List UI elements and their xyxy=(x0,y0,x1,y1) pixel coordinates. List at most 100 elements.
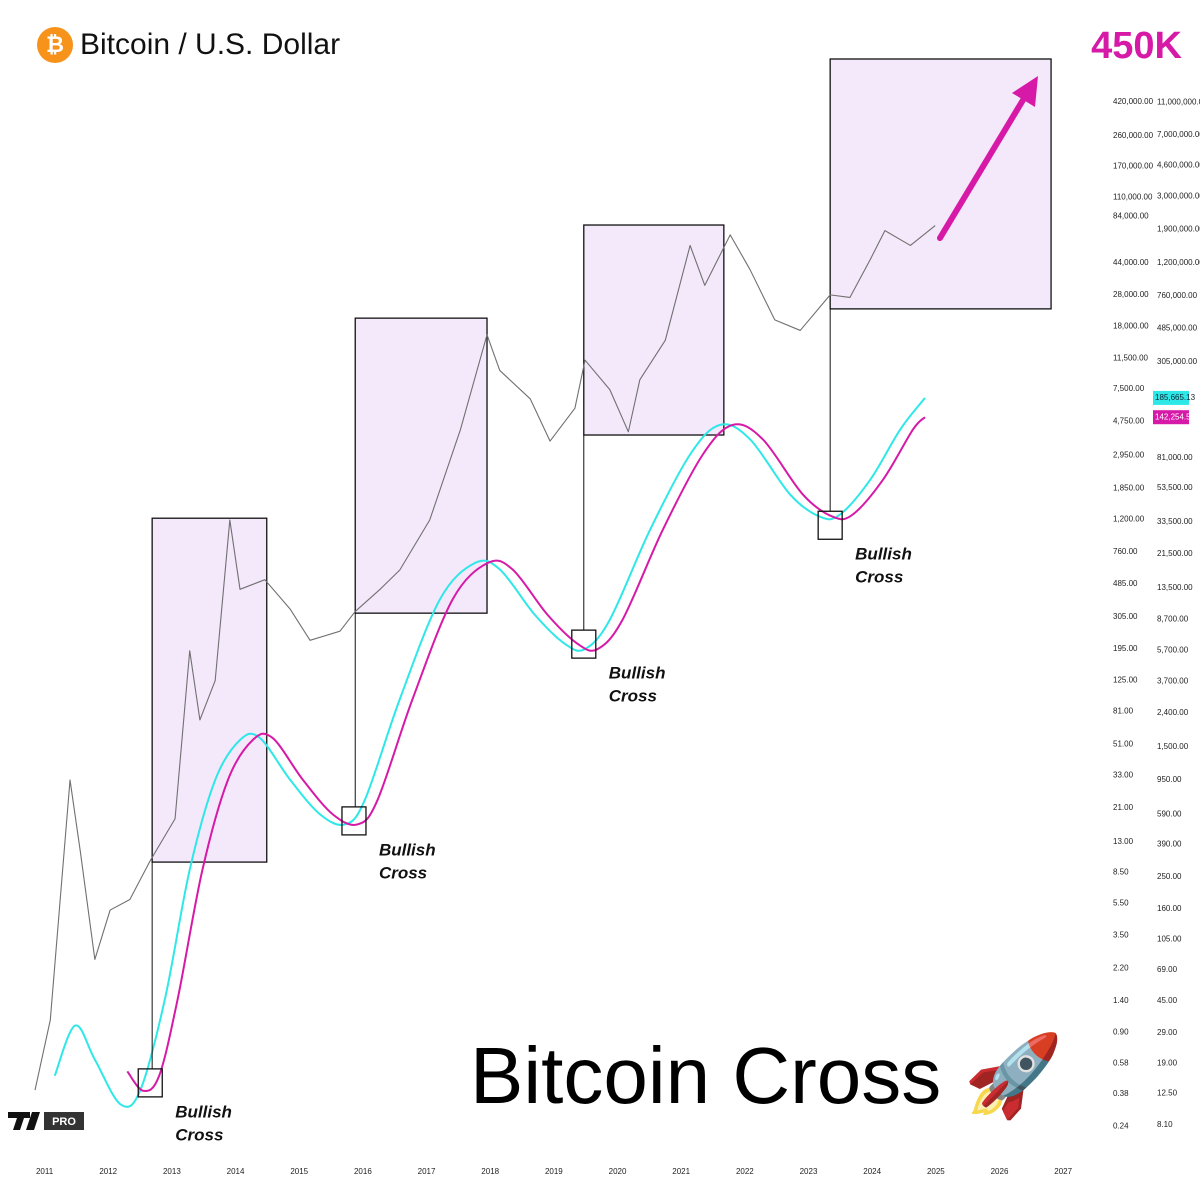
y2-tick-label: 11,000,000.00 xyxy=(1157,97,1200,106)
y2-tick-label: 13,500.00 xyxy=(1157,583,1193,592)
y2-tick-label: 12.50 xyxy=(1157,1089,1178,1098)
last-value-label: 185,665.13 xyxy=(1155,393,1196,402)
y2-tick-label: 69.00 xyxy=(1157,965,1178,974)
y-tick-label: 11,500.00 xyxy=(1113,353,1149,362)
y-tick-label: 4,750.00 xyxy=(1113,416,1145,425)
y-tick-label: 305.00 xyxy=(1113,612,1138,621)
series-line xyxy=(53,397,926,1108)
series-line xyxy=(126,416,926,1092)
y-tick-label: 485.00 xyxy=(1113,579,1138,588)
y-tick-label: 28,000.00 xyxy=(1113,290,1149,299)
y2-tick-label: 53,500.00 xyxy=(1157,483,1193,492)
y-tick-label: 2,950.00 xyxy=(1113,450,1145,459)
last-value-label: 142,254.59 xyxy=(1155,412,1196,421)
last-value-badge xyxy=(1153,410,1189,425)
logo: PRO xyxy=(8,1112,84,1130)
y-tick-label: 0.24 xyxy=(1113,1122,1129,1131)
cross-label: Bullish xyxy=(379,840,436,859)
y-tick-label: 51.00 xyxy=(1113,740,1134,749)
y2-tick-label: 590.00 xyxy=(1157,810,1182,819)
y-tick-label: 110,000.00 xyxy=(1113,192,1153,201)
x-tick-label: 2027 xyxy=(1054,1167,1072,1176)
last-value-badge xyxy=(1153,390,1189,405)
cross-label: Cross xyxy=(379,863,427,882)
logo-badge xyxy=(44,1112,84,1130)
x-tick-label: 2012 xyxy=(99,1167,117,1176)
y-tick-label: 8.50 xyxy=(1113,867,1129,876)
y2-tick-label: 45.00 xyxy=(1157,996,1178,1005)
highlight-box xyxy=(151,517,268,863)
highlight-box xyxy=(583,224,725,436)
cross-label: Bullish xyxy=(855,545,912,564)
x-tick-label: 2017 xyxy=(418,1167,436,1176)
x-tick-label: 2013 xyxy=(163,1167,181,1176)
y-tick-label: 260,000.00 xyxy=(1113,131,1154,140)
y2-tick-label: 33,500.00 xyxy=(1157,517,1193,526)
chart-title: Bitcoin / U.S. Dollar xyxy=(80,28,340,61)
y-tick-label: 33.00 xyxy=(1113,771,1134,780)
x-tick-label: 2018 xyxy=(481,1167,499,1176)
y-tick-label: 420,000.00 xyxy=(1113,97,1154,106)
x-tick-label: 2019 xyxy=(545,1167,563,1176)
x-tick-label: 2022 xyxy=(736,1167,754,1176)
y2-tick-label: 19.00 xyxy=(1157,1058,1178,1067)
target-arrowhead xyxy=(1012,76,1038,107)
series-line xyxy=(34,225,936,1091)
y2-tick-label: 485,000.00 xyxy=(1157,323,1198,332)
plot-area: 420,000.00 260,000.00 170,000.00 110,000.00… xyxy=(34,58,1200,1176)
bitcoin-icon-glyph: ₿ xyxy=(46,32,64,57)
x-tick-label: 2024 xyxy=(863,1167,881,1176)
y-tick-label: 760.00 xyxy=(1113,547,1138,556)
y-tick-label: 3.50 xyxy=(1113,931,1129,940)
y2-tick-label: 2,400.00 xyxy=(1157,708,1189,717)
cross-marker xyxy=(341,806,367,836)
highlight-box xyxy=(354,317,488,614)
y2-tick-label: 760,000.00 xyxy=(1157,291,1198,300)
y-tick-label: 13.00 xyxy=(1113,837,1134,846)
y-tick-label: 1.40 xyxy=(1113,996,1129,1005)
y2-tick-label: 8.10 xyxy=(1157,1120,1173,1129)
x-tick-label: 2025 xyxy=(927,1167,945,1176)
y-tick-label: 5.50 xyxy=(1113,898,1129,907)
y-tick-label: 81.00 xyxy=(1113,707,1134,716)
y-tick-label: 0.90 xyxy=(1113,1027,1129,1036)
target-label: 450K xyxy=(1091,25,1182,67)
y2-tick-label: 3,000,000.00 xyxy=(1157,192,1200,201)
x-tick-label: 2014 xyxy=(227,1167,245,1176)
y-tick-label: 195.00 xyxy=(1113,644,1138,653)
y2-tick-label: 390.00 xyxy=(1157,840,1182,849)
caption: Bitcoin Cross 🚀 xyxy=(470,1030,1063,1121)
y-tick-label: 2.20 xyxy=(1113,964,1129,973)
y2-tick-label: 105.00 xyxy=(1157,935,1182,944)
y-tick-label: 170,000.00 xyxy=(1113,161,1154,170)
y-tick-label: 0.38 xyxy=(1113,1089,1129,1098)
y2-tick-label: 305,000.00 xyxy=(1157,357,1198,366)
highlight-box xyxy=(829,58,1052,310)
y2-tick-label: 5,700.00 xyxy=(1157,645,1189,654)
y-tick-label: 84,000.00 xyxy=(1113,212,1149,221)
y2-tick-label: 21,500.00 xyxy=(1157,549,1193,558)
y2-tick-label: 81,000.00 xyxy=(1157,453,1193,462)
x-tick-label: 2026 xyxy=(991,1167,1009,1176)
logo-mark xyxy=(8,1112,30,1130)
y2-tick-label: 1,900,000.00 xyxy=(1157,225,1200,234)
y-tick-label: 44,000.00 xyxy=(1113,258,1149,267)
y2-tick-label: 7,000,000.00 xyxy=(1157,130,1200,139)
y2-tick-label: 1,500.00 xyxy=(1157,742,1189,751)
y-tick-label: 125.00 xyxy=(1113,676,1138,685)
cross-marker xyxy=(137,1068,163,1098)
y-tick-label: 7,500.00 xyxy=(1113,384,1145,393)
x-tick-label: 2020 xyxy=(609,1167,627,1176)
cross-label: Cross xyxy=(609,687,657,706)
logo-text: PRO xyxy=(52,1116,76,1128)
y2-tick-label: 1,200,000.00 xyxy=(1157,258,1200,267)
y2-tick-label: 160.00 xyxy=(1157,904,1182,913)
x-tick-label: 2011 xyxy=(36,1167,54,1176)
cross-marker xyxy=(571,629,597,659)
cross-label: Bullish xyxy=(175,1102,232,1121)
y-tick-label: 1,850.00 xyxy=(1113,484,1145,493)
bitcoin-icon xyxy=(37,27,73,63)
target-arrow xyxy=(937,97,1026,241)
y2-tick-label: 29.00 xyxy=(1157,1028,1178,1037)
